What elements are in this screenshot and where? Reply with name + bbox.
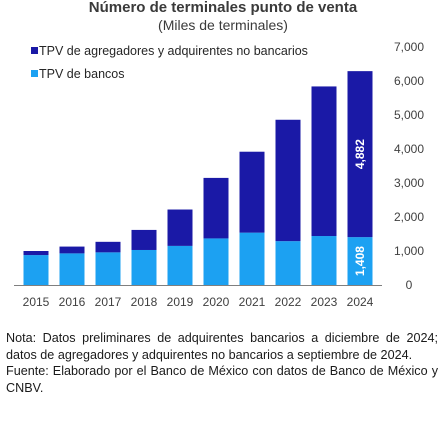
x-tick-label: 2016 (59, 295, 86, 309)
y-tick-label: 4,000 (394, 142, 424, 156)
bar-agregadores-2019 (167, 209, 193, 246)
data-label-agregadores-2024: 4,882 (353, 139, 367, 169)
legend-label-bancos: TPV de bancos (39, 67, 124, 81)
bar-bancos-2023 (311, 236, 337, 285)
bar-agregadores-2021 (239, 151, 265, 233)
chart-subtitle: (Miles de terminales) (158, 17, 288, 33)
legend-label-agregadores: TPV de agregadores y adquirentes no banc… (39, 44, 308, 58)
x-tick-label: 2015 (23, 295, 50, 309)
bar-agregadores-2020 (203, 177, 229, 239)
y-tick-label: 1,000 (394, 244, 424, 258)
source-text: Fuente: Elaborado por el Banco de México… (6, 364, 438, 395)
bar-bancos-2015 (23, 255, 49, 285)
bar-bancos-2021 (239, 232, 265, 285)
x-tick-label: 2018 (131, 295, 158, 309)
x-tick-label: 2021 (239, 295, 266, 309)
x-tick-label: 2019 (167, 295, 194, 309)
x-tick-label: 2020 (203, 295, 230, 309)
bar-bancos-2022 (275, 241, 301, 285)
y-tick-label: 7,000 (394, 40, 424, 54)
legend-swatch-agregadores (31, 47, 38, 54)
y-tick-label: 0 (406, 278, 413, 292)
bar-agregadores-2018 (131, 229, 157, 250)
bar-agregadores-2017 (95, 241, 121, 253)
bar-agregadores-2016 (59, 246, 85, 254)
bar-bancos-2018 (131, 249, 157, 285)
bar-bancos-2017 (95, 252, 121, 285)
bar-agregadores-2024 (347, 71, 373, 238)
bar-bancos-2019 (167, 245, 193, 285)
y-tick-label: 6,000 (394, 74, 424, 88)
legend-swatch-bancos (31, 70, 38, 77)
bar-bancos-2024 (347, 237, 373, 285)
x-tick-label: 2022 (275, 295, 302, 309)
x-tick-label: 2023 (311, 295, 338, 309)
bar-bancos-2020 (203, 238, 229, 285)
bar-agregadores-2015 (23, 251, 49, 256)
note-text: Nota: Datos preliminares de adquirentes … (6, 331, 438, 362)
chart-title: Número de terminales punto de venta (88, 0, 358, 16)
y-tick-label: 3,000 (394, 176, 424, 190)
bar-agregadores-2022 (275, 119, 301, 242)
x-tick-label: 2024 (347, 295, 374, 309)
notes: Nota: Datos preliminares de adquirentes … (6, 330, 438, 396)
y-tick-label: 5,000 (394, 108, 424, 122)
data-label-bancos-2024: 1,408 (353, 246, 367, 276)
y-tick-label: 2,000 (394, 210, 424, 224)
x-tick-label: 2017 (95, 295, 122, 309)
bar-chart: 2015 2016 2017 2018 2019 2020 2021 2022 2023 2024… (14, 40, 424, 309)
bar-agregadores-2023 (311, 86, 337, 237)
bar-bancos-2016 (59, 253, 85, 285)
